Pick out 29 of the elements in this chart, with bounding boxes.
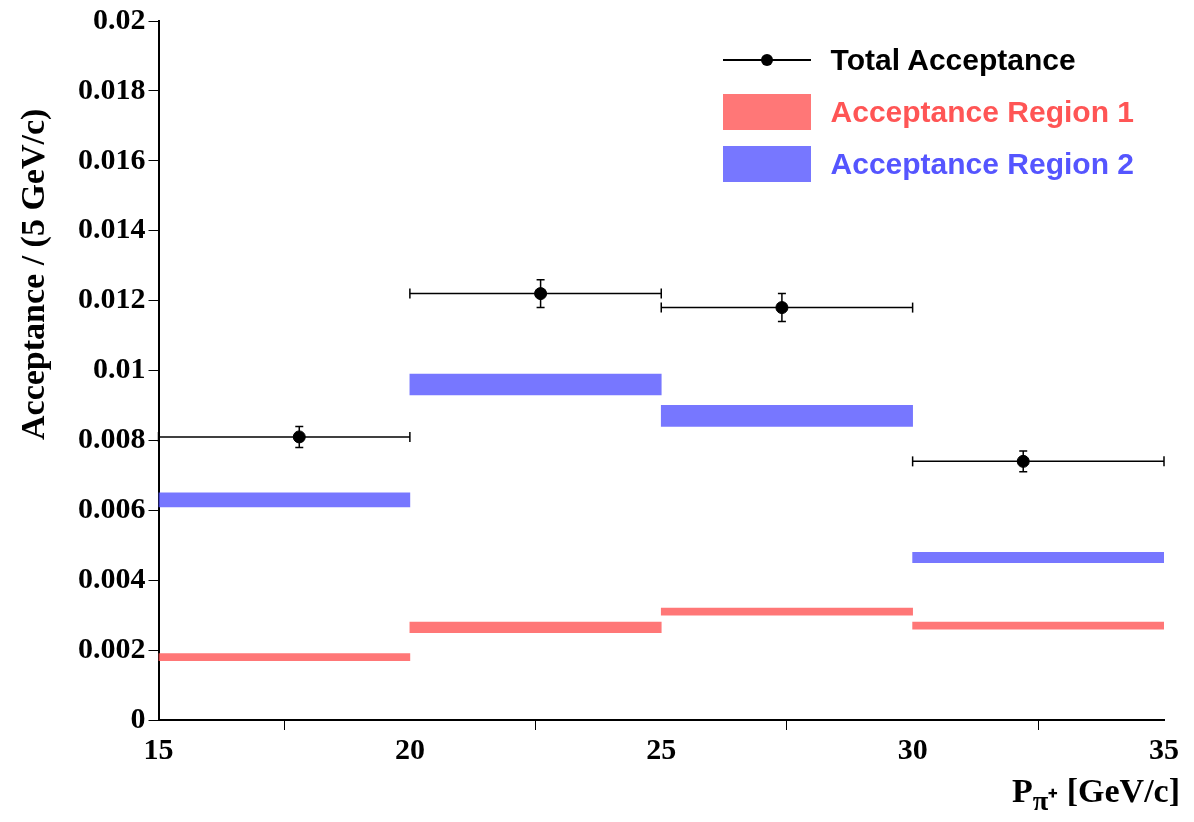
y-tick-label: 0.004 bbox=[78, 560, 146, 594]
y-tick-label: 0 bbox=[130, 700, 146, 734]
x-axis-title: P$_{π⁺}$ [GeV/c] bbox=[1011, 772, 1180, 818]
x-tick-label: 35 bbox=[1149, 731, 1179, 765]
bar bbox=[660, 405, 913, 427]
x-tick-label: 20 bbox=[394, 731, 425, 765]
y-tick-label: 0.016 bbox=[78, 141, 146, 175]
bar bbox=[912, 551, 1164, 564]
legend-label: Acceptance Region 2 bbox=[830, 147, 1134, 181]
y-tick-label: 0.006 bbox=[78, 491, 146, 525]
bar bbox=[158, 492, 411, 508]
legend-label: Acceptance Region 1 bbox=[830, 95, 1134, 129]
y-axis-title: Acceptance / (5 GeV/c) bbox=[14, 108, 52, 440]
bar bbox=[409, 373, 662, 396]
y-tick-label: 0.01 bbox=[93, 351, 146, 385]
y-tick-label: 0.012 bbox=[78, 281, 146, 315]
y-tick-label: 0.018 bbox=[78, 71, 146, 105]
bar bbox=[158, 653, 411, 661]
legend-label: Total Acceptance bbox=[830, 43, 1076, 77]
bar bbox=[912, 621, 1164, 630]
x-tick-label: 15 bbox=[143, 731, 174, 765]
y-tick-label: 0.02 bbox=[93, 1, 146, 35]
bar bbox=[660, 607, 913, 616]
x-tick-label: 30 bbox=[897, 731, 928, 765]
y-tick-label: 0.002 bbox=[78, 630, 146, 664]
x-tick-label: 25 bbox=[646, 731, 677, 765]
y-tick-label: 0.008 bbox=[78, 421, 146, 455]
bar bbox=[409, 621, 662, 633]
y-tick-label: 0.014 bbox=[78, 211, 146, 245]
